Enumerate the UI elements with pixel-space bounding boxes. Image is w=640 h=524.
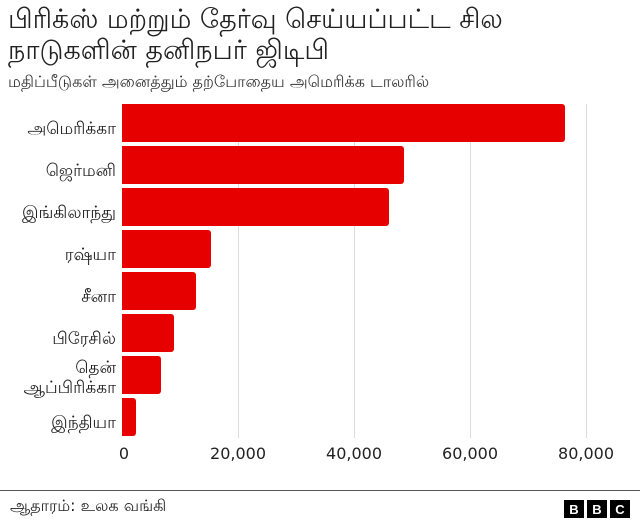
bar [122,146,405,184]
bar [122,230,211,268]
gridline-60000 [470,104,471,438]
bar [122,398,136,436]
bar [122,356,162,394]
bar-chart: அமெரிக்கா ஜெர்மனி இங்கிலாந்து ரஷ்யா சீனா… [0,100,640,440]
category-label: பிரேசில் [52,329,116,349]
category-label: ஜெர்மனி [45,161,116,181]
x-tick-label: 20,000 [210,444,266,463]
chart-subtitle: மதிப்பீடுகள் அனைத்தும் தற்போதைய அமெரிக்க… [8,72,430,91]
bbc-logo: B B C [564,500,630,518]
category-label: தென் ஆப்பிரிக்கா [23,358,116,398]
bar [122,314,175,352]
gridline-40000 [354,104,355,438]
x-tick-label: 0 [118,444,130,463]
bar [122,188,390,226]
x-tick-label: 80,000 [558,444,614,463]
category-label: இங்கிலாந்து [22,203,116,223]
bbc-logo-letter: C [610,500,630,518]
chart-title: பிரிக்ஸ் மற்றும் தேர்வு செய்யப்பட்ட சில … [8,4,503,66]
gridline-20000 [238,104,239,438]
category-label: சீனா [81,287,116,307]
bar [122,272,196,310]
x-tick-label: 60,000 [442,444,498,463]
category-label: இந்தியா [51,413,116,433]
bbc-logo-letter: B [564,500,584,518]
category-label: அமெரிக்கா [27,119,116,139]
gridline-80000 [586,104,587,438]
bbc-logo-letter: B [587,500,607,518]
bar [122,104,566,142]
category-label: ரஷ்யா [64,245,116,265]
x-tick-label: 40,000 [326,444,382,463]
source-note: ஆதாரம்: உலக வங்கி [10,496,167,515]
footer-divider [0,490,640,491]
